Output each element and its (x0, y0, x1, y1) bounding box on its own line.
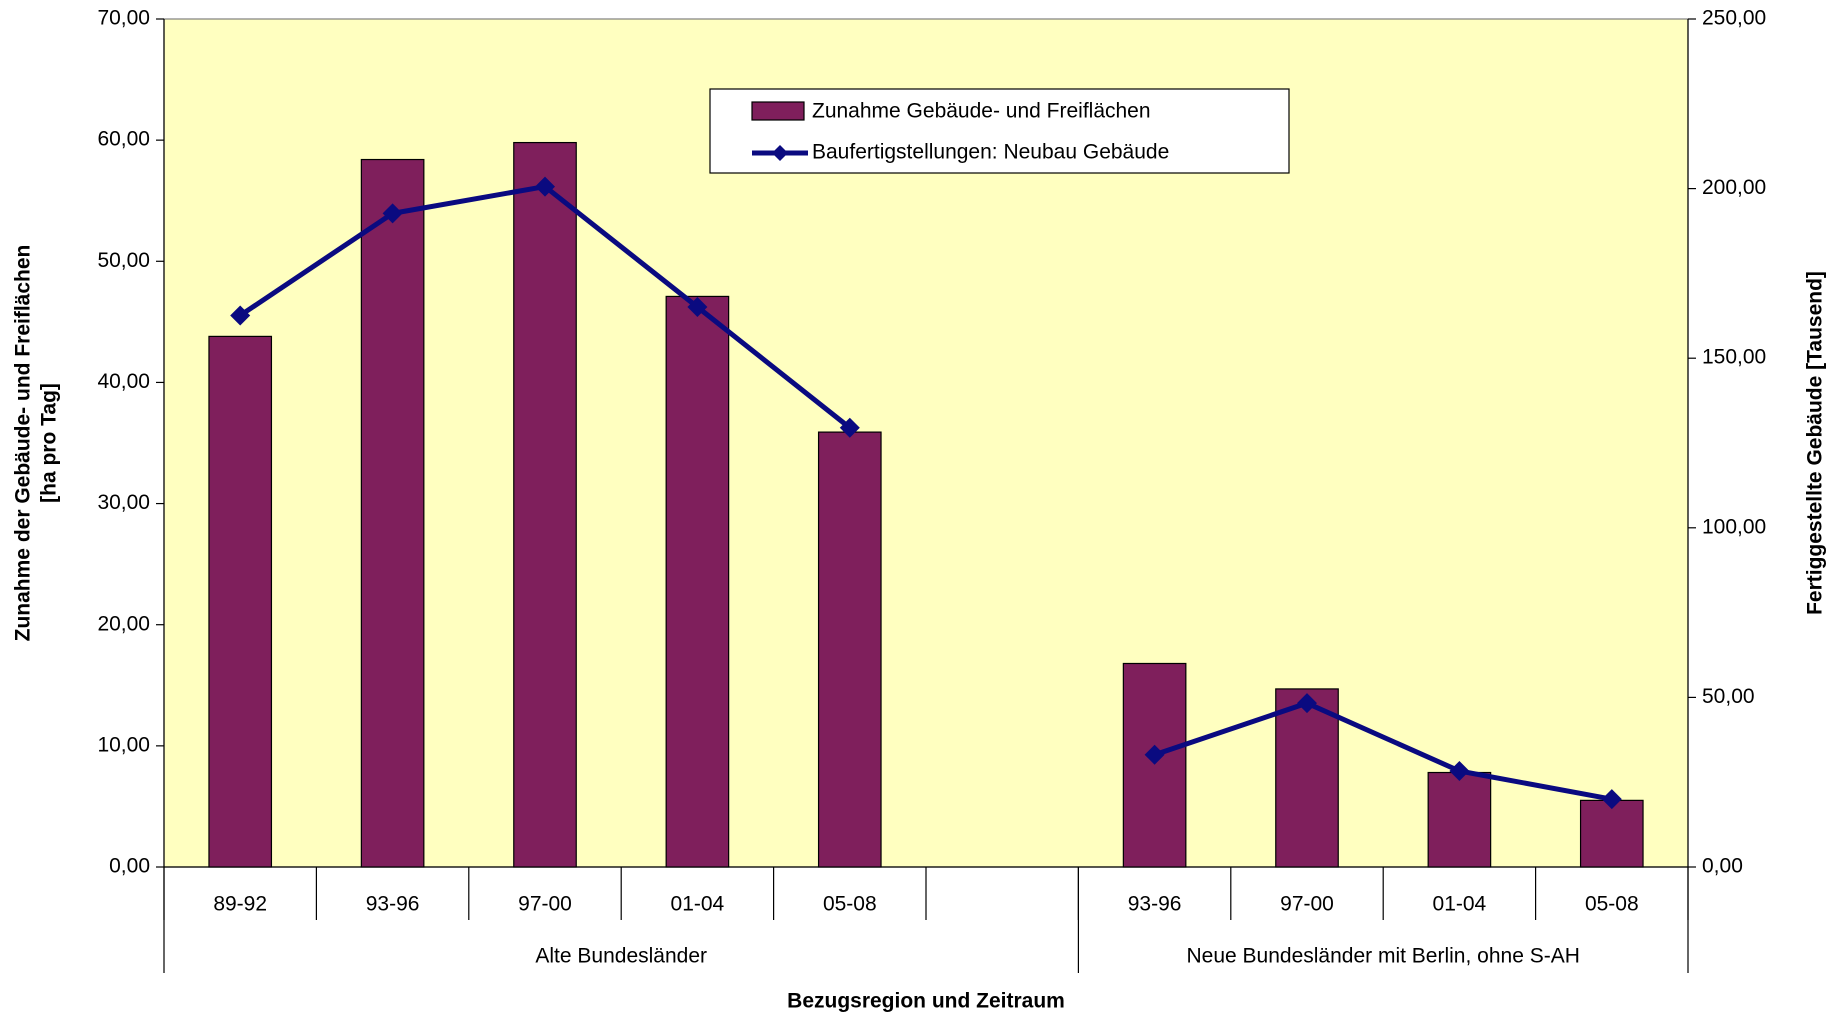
legend-swatch (751, 101, 805, 121)
y2-tick-label: 200,00 (1702, 176, 1766, 199)
marker (382, 203, 403, 224)
y-tick-label: 70,00 (97, 7, 150, 30)
x-tick-label: 01-04 (671, 893, 725, 916)
marker (687, 296, 708, 317)
legend: Zunahme Gebäude- und Freiflächen Baufert… (709, 88, 1290, 174)
marker (1144, 744, 1165, 765)
y-axis-title: Zunahme der Gebäude- und Freiflächen (12, 245, 35, 642)
bar (817, 431, 882, 868)
line (1153, 700, 1613, 802)
x-tick-label: 05-08 (823, 893, 877, 916)
x-tick-label: 93-96 (1128, 893, 1182, 916)
x-tick-label: 93-96 (366, 893, 420, 916)
bar (513, 141, 577, 868)
y2-tick-label: 100,00 (1702, 515, 1766, 538)
x-tick-label: 97-00 (518, 893, 572, 916)
y-tick-label: 60,00 (97, 128, 150, 151)
legend-label: Baufertigstellungen: Neubau Gebäude (812, 141, 1169, 164)
group-label: Neue Bundesländer mit Berlin, ohne S-AH (1187, 945, 1580, 968)
marker (230, 305, 251, 326)
marker (1601, 789, 1622, 810)
legend-box (709, 88, 1290, 174)
bar (1427, 771, 1492, 868)
y2-tick-label: 0,00 (1702, 855, 1743, 878)
y2-tick-label: 250,00 (1702, 7, 1766, 30)
marker (1297, 693, 1317, 714)
y2-tick-label: 50,00 (1702, 685, 1755, 708)
y-tick-label: 10,00 (97, 733, 150, 756)
y-axis-title: [ha pro Tag] (38, 383, 61, 503)
bar (1122, 662, 1187, 868)
y-tick-label: 0,00 (109, 855, 150, 878)
x-axis-title: Bezugsregion und Zeitraum (787, 990, 1065, 1013)
marker (1449, 761, 1470, 782)
bar (1579, 799, 1644, 868)
x-tick-label: 89-92 (213, 893, 267, 916)
group-label: Alte Bundesländer (535, 945, 707, 968)
y-tick-label: 30,00 (97, 491, 150, 514)
legend-marker (772, 145, 788, 161)
y-tick-label: 20,00 (97, 612, 150, 635)
y-tick-label: 50,00 (97, 249, 150, 272)
bar (208, 335, 273, 868)
bar (360, 158, 425, 868)
x-tick-label: 05-08 (1585, 893, 1639, 916)
marker (839, 417, 860, 438)
marker (535, 176, 555, 197)
y2-tick-label: 150,00 (1702, 346, 1766, 369)
x-tick-label: 97-00 (1280, 893, 1334, 916)
y-tick-label: 40,00 (97, 370, 150, 393)
y2-axis-title: Fertiggestellte Gebäude [Tausend] (1804, 271, 1827, 615)
legend-label: Zunahme Gebäude- und Freiflächen (812, 100, 1151, 123)
x-tick-label: 01-04 (1433, 893, 1487, 916)
bar (1275, 688, 1339, 868)
bar (665, 295, 730, 868)
